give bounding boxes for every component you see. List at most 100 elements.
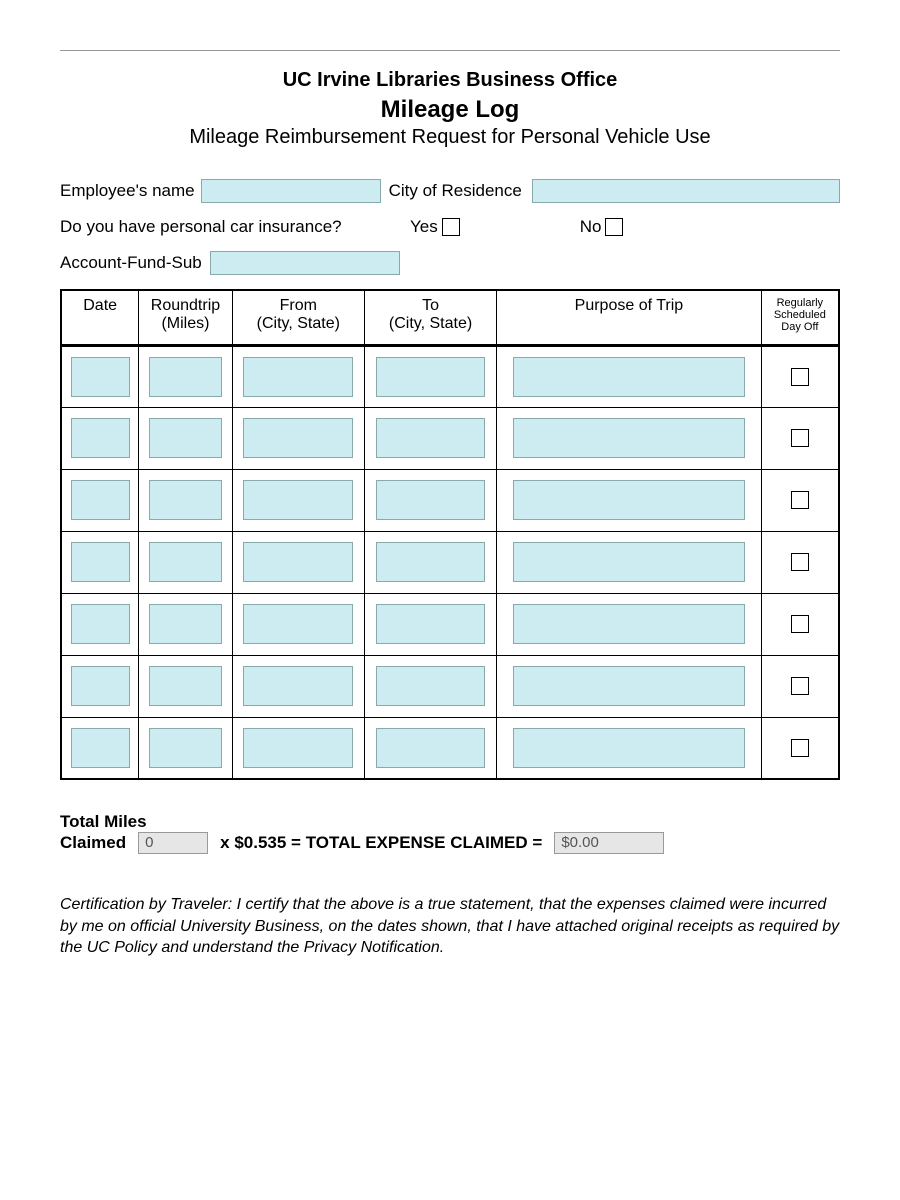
total-expense-field[interactable]: $0.00 — [554, 832, 664, 854]
purpose-field[interactable] — [513, 357, 744, 397]
mileage-log-form: UC Irvine Libraries Business Office Mile… — [0, 0, 900, 1019]
table-cell — [232, 407, 364, 469]
table-row — [61, 655, 839, 717]
miles-field[interactable] — [149, 604, 223, 644]
table-cell — [61, 593, 139, 655]
date-field[interactable] — [71, 418, 130, 458]
org-name: UC Irvine Libraries Business Office — [60, 69, 840, 92]
to-field[interactable] — [376, 604, 486, 644]
day-off-checkbox[interactable] — [791, 491, 809, 509]
table-cell — [232, 469, 364, 531]
day-off-checkbox[interactable] — [791, 739, 809, 757]
date-field[interactable] — [71, 604, 130, 644]
table-cell — [761, 531, 839, 593]
day-off-checkbox[interactable] — [791, 429, 809, 447]
miles-field[interactable] — [149, 728, 223, 768]
to-field[interactable] — [376, 480, 486, 520]
table-cell — [761, 345, 839, 407]
insurance-question-label: Do you have personal car insurance? — [60, 217, 370, 237]
miles-field[interactable] — [149, 418, 223, 458]
table-cell — [761, 407, 839, 469]
to-field[interactable] — [376, 357, 486, 397]
table-cell — [497, 345, 762, 407]
form-header: UC Irvine Libraries Business Office Mile… — [60, 69, 840, 149]
column-header: To(City, State) — [364, 290, 496, 345]
purpose-field[interactable] — [513, 604, 744, 644]
no-label: No — [580, 217, 602, 237]
to-field[interactable] — [376, 728, 486, 768]
to-field[interactable] — [376, 542, 486, 582]
form-subtitle: Mileage Reimbursement Request for Person… — [60, 126, 840, 149]
table-cell — [232, 345, 364, 407]
column-header: From(City, State) — [232, 290, 364, 345]
miles-field[interactable] — [149, 666, 223, 706]
table-row — [61, 717, 839, 779]
certification-text: Certification by Traveler: I certify tha… — [60, 894, 840, 959]
table-cell — [232, 655, 364, 717]
purpose-field[interactable] — [513, 480, 744, 520]
column-header: Purpose of Trip — [497, 290, 762, 345]
table-cell — [497, 655, 762, 717]
employee-name-field[interactable] — [201, 179, 381, 203]
date-field[interactable] — [71, 728, 130, 768]
miles-field[interactable] — [149, 480, 223, 520]
column-header: Date — [61, 290, 139, 345]
from-field[interactable] — [243, 480, 353, 520]
insurance-yes-checkbox[interactable] — [442, 218, 460, 236]
purpose-field[interactable] — [513, 666, 744, 706]
table-cell — [232, 717, 364, 779]
insurance-no-checkbox[interactable] — [605, 218, 623, 236]
date-field[interactable] — [71, 480, 130, 520]
total-miles-field[interactable]: 0 — [138, 832, 208, 854]
table-cell — [232, 593, 364, 655]
from-field[interactable] — [243, 666, 353, 706]
table-row — [61, 407, 839, 469]
table-cell — [497, 531, 762, 593]
table-header-row: DateRoundtrip(Miles)From(City, State)To(… — [61, 290, 839, 345]
city-of-residence-field[interactable] — [532, 179, 840, 203]
date-field[interactable] — [71, 542, 130, 582]
table-cell — [497, 469, 762, 531]
table-cell — [139, 407, 232, 469]
day-off-checkbox[interactable] — [791, 615, 809, 633]
table-cell — [139, 531, 232, 593]
totals-section: Total Miles Claimed 0 x $0.535 = TOTAL E… — [60, 812, 840, 854]
table-cell — [761, 593, 839, 655]
yes-label: Yes — [410, 217, 438, 237]
from-field[interactable] — [243, 604, 353, 644]
row-employee-city: Employee's name City of Residence — [60, 179, 840, 203]
table-cell — [61, 345, 139, 407]
table-cell — [61, 717, 139, 779]
day-off-checkbox[interactable] — [791, 368, 809, 386]
miles-field[interactable] — [149, 357, 223, 397]
purpose-field[interactable] — [513, 418, 744, 458]
table-row — [61, 345, 839, 407]
to-field[interactable] — [376, 418, 486, 458]
table-cell — [61, 407, 139, 469]
table-cell — [61, 655, 139, 717]
rate-and-total-label: x $0.535 = TOTAL EXPENSE CLAIMED = — [220, 833, 542, 853]
table-cell — [139, 593, 232, 655]
date-field[interactable] — [71, 357, 130, 397]
from-field[interactable] — [243, 728, 353, 768]
table-cell — [497, 717, 762, 779]
top-rule — [60, 50, 840, 51]
table-cell — [61, 531, 139, 593]
from-field[interactable] — [243, 542, 353, 582]
purpose-field[interactable] — [513, 542, 744, 582]
column-header: Roundtrip(Miles) — [139, 290, 232, 345]
table-row — [61, 469, 839, 531]
day-off-checkbox[interactable] — [791, 553, 809, 571]
purpose-field[interactable] — [513, 728, 744, 768]
miles-field[interactable] — [149, 542, 223, 582]
day-off-checkbox[interactable] — [791, 677, 809, 695]
acct-fund-sub-field[interactable] — [210, 251, 400, 275]
from-field[interactable] — [243, 418, 353, 458]
date-field[interactable] — [71, 666, 130, 706]
table-row — [61, 593, 839, 655]
from-field[interactable] — [243, 357, 353, 397]
to-field[interactable] — [376, 666, 486, 706]
table-row — [61, 531, 839, 593]
table-cell — [761, 655, 839, 717]
table-cell — [232, 531, 364, 593]
